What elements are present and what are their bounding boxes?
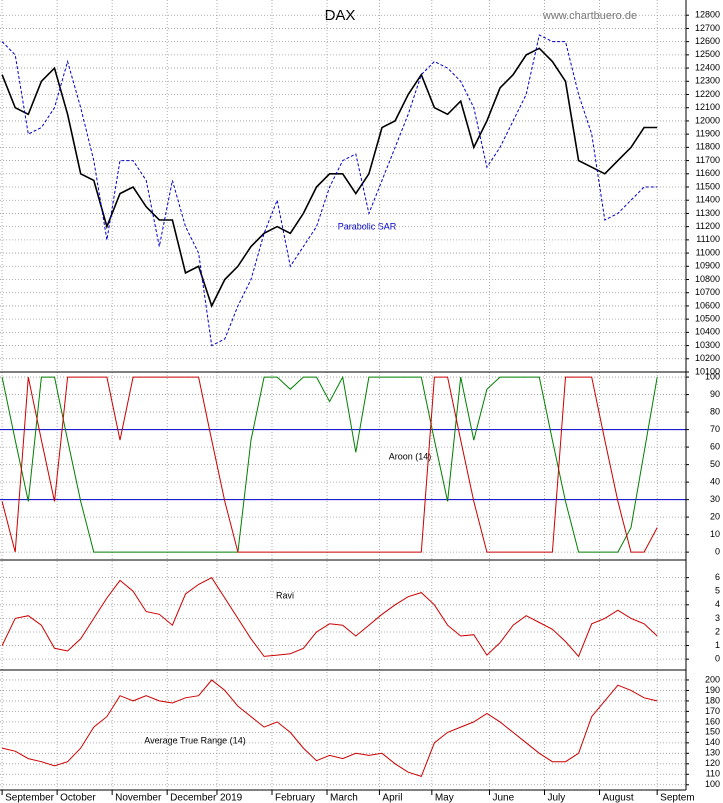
- y-tick-label: 12600: [695, 36, 720, 46]
- y-tick-label: 12400: [695, 62, 720, 72]
- y-tick-label: 160: [705, 716, 720, 726]
- y-tick-label: 11400: [696, 195, 720, 205]
- y-tick-label: 12100: [695, 102, 720, 112]
- series-line: [1, 375, 658, 553]
- y-tick-label: 120: [705, 758, 720, 768]
- y-tick-label: 11300: [696, 208, 720, 218]
- y-tick-label: 130: [705, 748, 720, 758]
- y-tick-label: 180: [705, 695, 720, 705]
- series-label: Parabolic SAR: [338, 221, 397, 231]
- y-tick-label: 4: [715, 599, 720, 609]
- y-tick-label: 11000: [696, 247, 720, 257]
- x-tick-label: May: [435, 793, 454, 803]
- y-tick-label: 100: [705, 371, 720, 381]
- y-tick-label: 10100: [695, 366, 720, 376]
- x-tick-label: November: [115, 793, 162, 803]
- y-tick-label: 100: [705, 779, 720, 789]
- series-line: [1, 679, 658, 778]
- y-tick-label: 0: [715, 654, 720, 664]
- y-tick-label: 10400: [695, 327, 720, 337]
- y-tick-label: 11200: [696, 221, 720, 231]
- x-tick-label: Septem: [660, 793, 694, 803]
- y-tick-label: 40: [710, 476, 720, 486]
- y-tick-label: 140: [705, 737, 720, 747]
- y-tick-label: 12200: [695, 89, 720, 99]
- y-tick-label: 10800: [695, 274, 720, 284]
- y-tick-label: 10: [710, 529, 720, 539]
- y-tick-label: 11800: [696, 142, 720, 152]
- y-tick-label: 50: [710, 459, 720, 469]
- y-tick-label: 30: [710, 494, 720, 504]
- x-tick-label: April: [382, 793, 402, 803]
- y-tick-label: 12300: [695, 76, 720, 86]
- y-tick-label: 70: [710, 424, 720, 434]
- y-tick-label: 11100: [696, 234, 720, 244]
- y-tick-label: 0: [715, 546, 720, 556]
- y-tick-label: 110: [706, 769, 720, 779]
- x-tick-label: December: [170, 793, 217, 803]
- y-tick-label: 1: [715, 640, 720, 650]
- y-tick-label: 10500: [695, 314, 720, 324]
- series-line: [1, 376, 658, 553]
- x-tick-label: September: [5, 793, 55, 803]
- y-tick-label: 12700: [695, 23, 720, 33]
- y-tick-label: 10200: [695, 353, 720, 363]
- y-tick-label: 20: [710, 511, 720, 521]
- y-tick-label: 3: [715, 613, 720, 623]
- x-tick-label: February: [275, 793, 315, 803]
- y-tick-label: 5: [715, 586, 720, 596]
- y-tick-label: 12000: [695, 115, 720, 125]
- y-tick-label: 190: [705, 685, 720, 695]
- y-tick-label: 12800: [695, 10, 720, 20]
- y-tick-label: 90: [710, 389, 720, 399]
- y-tick-label: 80: [710, 406, 720, 416]
- panel-title: Ravi: [276, 590, 294, 600]
- series-line: [1, 577, 658, 658]
- y-tick-label: 10600: [695, 300, 720, 310]
- y-tick-label: 170: [705, 706, 720, 716]
- y-tick-label: 150: [705, 727, 720, 737]
- y-tick-label: 12500: [695, 49, 720, 59]
- y-tick-label: 60: [710, 441, 720, 451]
- x-tick-label: 2019: [220, 793, 243, 803]
- x-tick-label: October: [60, 793, 96, 803]
- x-tick-label: August: [603, 793, 634, 803]
- y-tick-label: 11900: [696, 129, 720, 139]
- x-tick-label: March: [330, 793, 358, 803]
- y-tick-label: 10700: [695, 287, 720, 297]
- x-tick-label: July: [548, 793, 566, 803]
- y-tick-label: 6: [715, 572, 720, 582]
- panel-title: Aroon (14): [389, 451, 432, 461]
- y-tick-label: 200: [705, 674, 720, 684]
- y-tick-label: 10900: [695, 261, 720, 271]
- source: www.chartbuero.de: [542, 10, 637, 22]
- x-tick-label: June: [492, 793, 514, 803]
- y-tick-label: 10300: [695, 340, 720, 350]
- y-tick-label: 2: [715, 626, 720, 636]
- panel-title: Average True Range (14): [144, 735, 245, 745]
- y-tick-label: 11700: [696, 155, 720, 165]
- series-line: [1, 34, 658, 347]
- y-tick-label: 11600: [696, 168, 720, 178]
- y-tick-label: 11500: [696, 181, 720, 191]
